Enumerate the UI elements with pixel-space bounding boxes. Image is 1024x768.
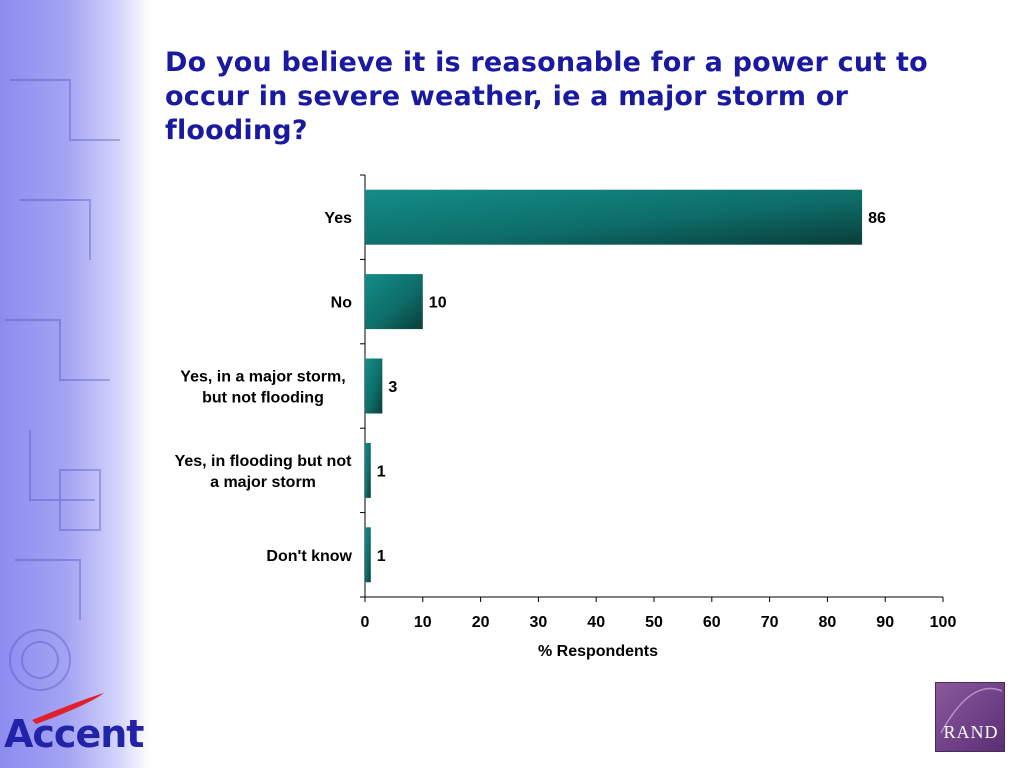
decorative-side-band bbox=[0, 0, 150, 768]
bar-value-label: 10 bbox=[429, 295, 447, 312]
category-label: Yes, in flooding but not a major storm bbox=[175, 453, 353, 491]
bar-value-label: 1 bbox=[377, 463, 386, 480]
rand-logo-arc bbox=[940, 687, 1003, 734]
accent-logo: Accent bbox=[4, 712, 144, 756]
category-label: No bbox=[331, 295, 353, 312]
rand-logo-text: RAND bbox=[943, 722, 999, 742]
accent-logo-swoosh bbox=[32, 693, 104, 724]
bar-value-label: 86 bbox=[868, 210, 886, 227]
rand-logo: RAND bbox=[935, 682, 1005, 752]
bar bbox=[365, 189, 863, 245]
bar bbox=[365, 274, 423, 330]
bar bbox=[365, 358, 383, 414]
x-tick-label: 60 bbox=[703, 614, 721, 631]
x-tick-label: 70 bbox=[761, 614, 779, 631]
x-tick-label: 10 bbox=[414, 614, 432, 631]
bar-value-label: 3 bbox=[388, 379, 397, 396]
bar bbox=[365, 527, 371, 583]
x-tick-label: 90 bbox=[876, 614, 894, 631]
category-label: Don't know bbox=[266, 548, 352, 565]
bar-value-label: 1 bbox=[377, 548, 386, 565]
x-tick-label: 50 bbox=[645, 614, 663, 631]
x-axis-title: % Respondents bbox=[538, 643, 658, 660]
x-tick-label: 20 bbox=[472, 614, 490, 631]
x-tick-label: 0 bbox=[361, 614, 370, 631]
chart-plot-area: 0 10 20 30 40 50 60 70 80 90 100 % Respondents 86 Yes… bbox=[175, 174, 957, 660]
slide-title: Do you believe it is reasonable for a po… bbox=[165, 47, 928, 146]
circuit-pattern-image bbox=[5, 79, 120, 691]
x-tick-label: 30 bbox=[530, 614, 548, 631]
category-label: Yes, in a major storm, but not flooding bbox=[180, 369, 345, 407]
x-tick-label: 40 bbox=[587, 614, 605, 631]
x-tick-label: 80 bbox=[819, 614, 837, 631]
category-label: Yes bbox=[324, 210, 352, 227]
x-tick-label: 100 bbox=[930, 614, 957, 631]
bar bbox=[365, 442, 371, 498]
